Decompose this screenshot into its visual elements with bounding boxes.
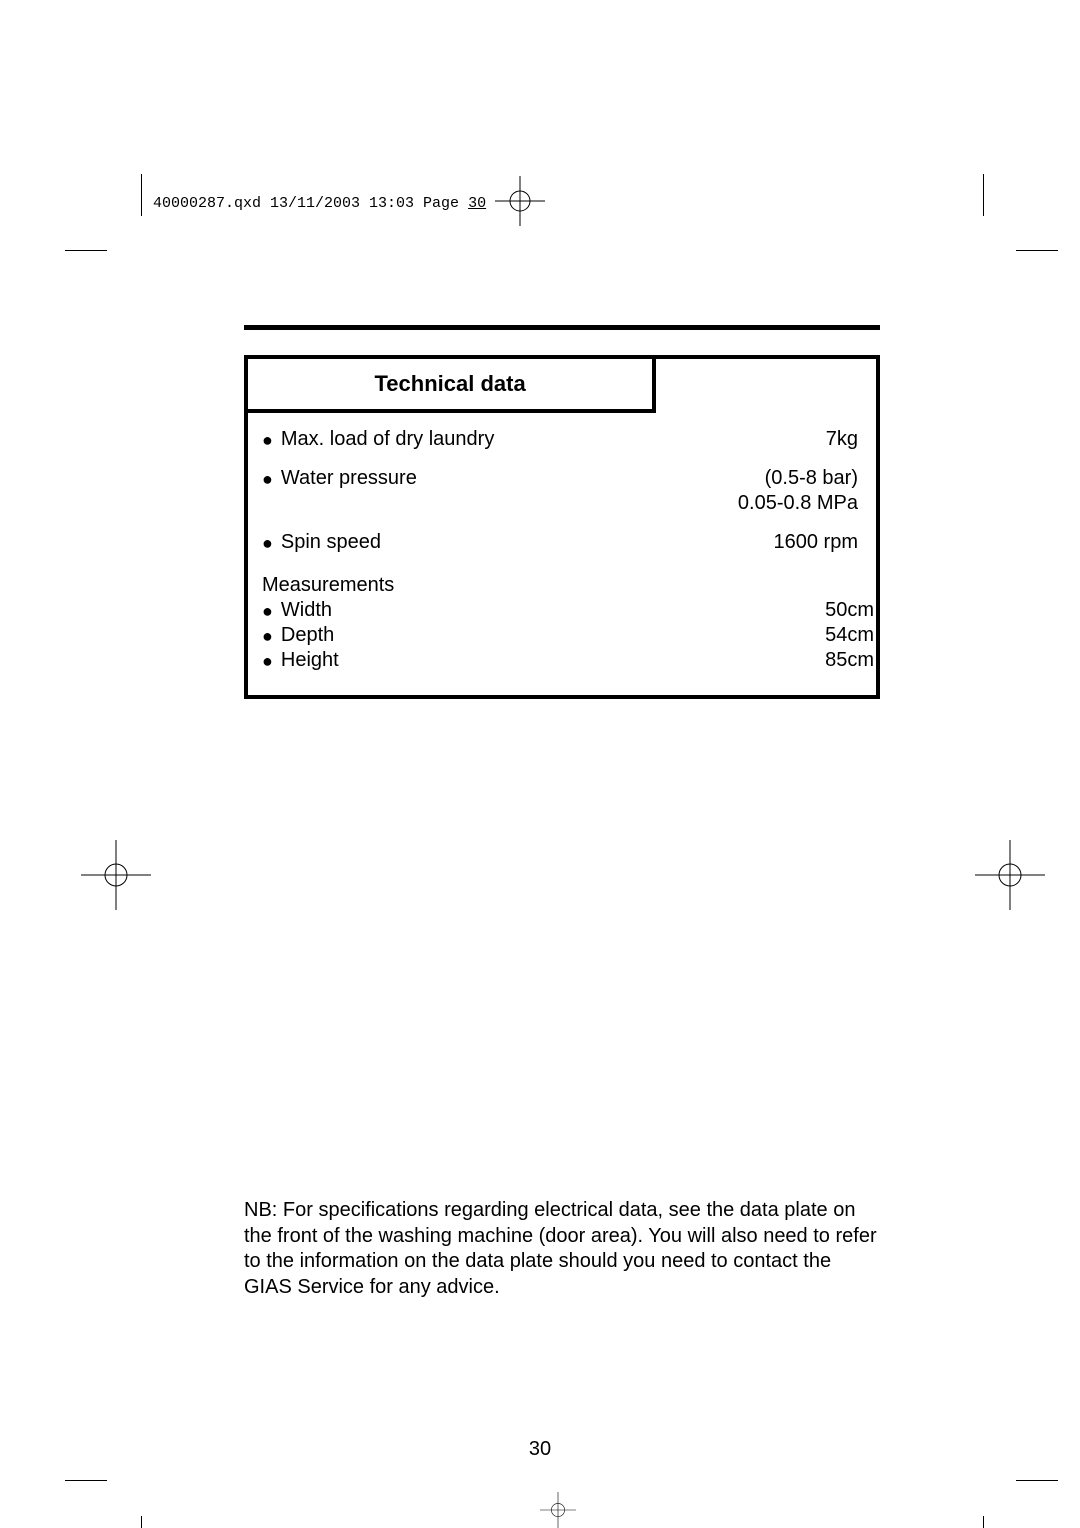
row-value: (0.5-8 bar)	[738, 466, 858, 491]
row-value: 7kg	[826, 427, 858, 452]
crop-mark-icon	[65, 250, 107, 251]
crop-mark-icon	[1016, 250, 1058, 251]
row-value: 1600 rpm	[774, 530, 859, 555]
table-body: ● Max. load of dry laundry 7kg ● Water p…	[248, 413, 876, 695]
print-header-page: 30	[468, 195, 486, 212]
table-row: ● Water pressure (0.5-8 bar) 0.05-0.8 MP…	[262, 466, 858, 516]
bullet-icon: ●	[262, 534, 273, 552]
registration-mark-icon	[528, 1492, 588, 1528]
registration-mark-icon	[495, 176, 545, 226]
crop-mark-icon	[65, 1480, 107, 1481]
row-value: 0.05-0.8 MPa	[738, 491, 858, 516]
crop-mark-icon	[141, 1516, 142, 1528]
row-label: Height	[281, 648, 339, 673]
row-label: Max. load of dry laundry	[281, 427, 494, 452]
row-label: Water pressure	[281, 466, 417, 491]
measurements-label: Measurements	[262, 573, 858, 598]
crop-mark-icon	[983, 174, 984, 216]
table-row: Measurements ● Width 50cm ● Depth 5	[262, 573, 858, 673]
table-row: ● Max. load of dry laundry 7kg	[262, 427, 858, 452]
row-label: Spin speed	[281, 530, 381, 555]
table-header-spacer	[656, 359, 876, 413]
row-label: Depth	[281, 623, 334, 648]
bullet-icon: ●	[262, 627, 273, 645]
print-header: 40000287.qxd 13/11/2003 13:03 Page 30	[153, 195, 486, 212]
crop-mark-icon	[983, 1516, 984, 1528]
print-header-prefix: 40000287.qxd 13/11/2003 13:03 Page	[153, 195, 468, 212]
row-value: 85cm	[825, 648, 874, 673]
table-header-row: Technical data	[248, 359, 876, 413]
table-row: ● Spin speed 1600 rpm	[262, 530, 858, 555]
bullet-icon: ●	[262, 470, 273, 488]
crop-mark-icon	[141, 174, 142, 216]
bullet-icon: ●	[262, 602, 273, 620]
bullet-icon: ●	[262, 652, 273, 670]
crop-mark-icon	[1016, 1480, 1058, 1481]
bullet-icon: ●	[262, 431, 273, 449]
table-title: Technical data	[248, 359, 656, 413]
registration-mark-icon	[81, 840, 151, 910]
registration-mark-icon	[975, 840, 1045, 910]
footnote-text: NB: For specifications regarding electri…	[244, 1198, 880, 1300]
row-value: 54cm	[825, 623, 874, 648]
row-value: 50cm	[825, 598, 874, 623]
technical-data-table: Technical data ● Max. load of dry laundr…	[244, 355, 880, 699]
page-number: 30	[0, 1438, 1080, 1461]
horizontal-rule	[244, 325, 880, 330]
row-label: Width	[281, 598, 332, 623]
page-content: Technical data ● Max. load of dry laundr…	[244, 325, 880, 699]
